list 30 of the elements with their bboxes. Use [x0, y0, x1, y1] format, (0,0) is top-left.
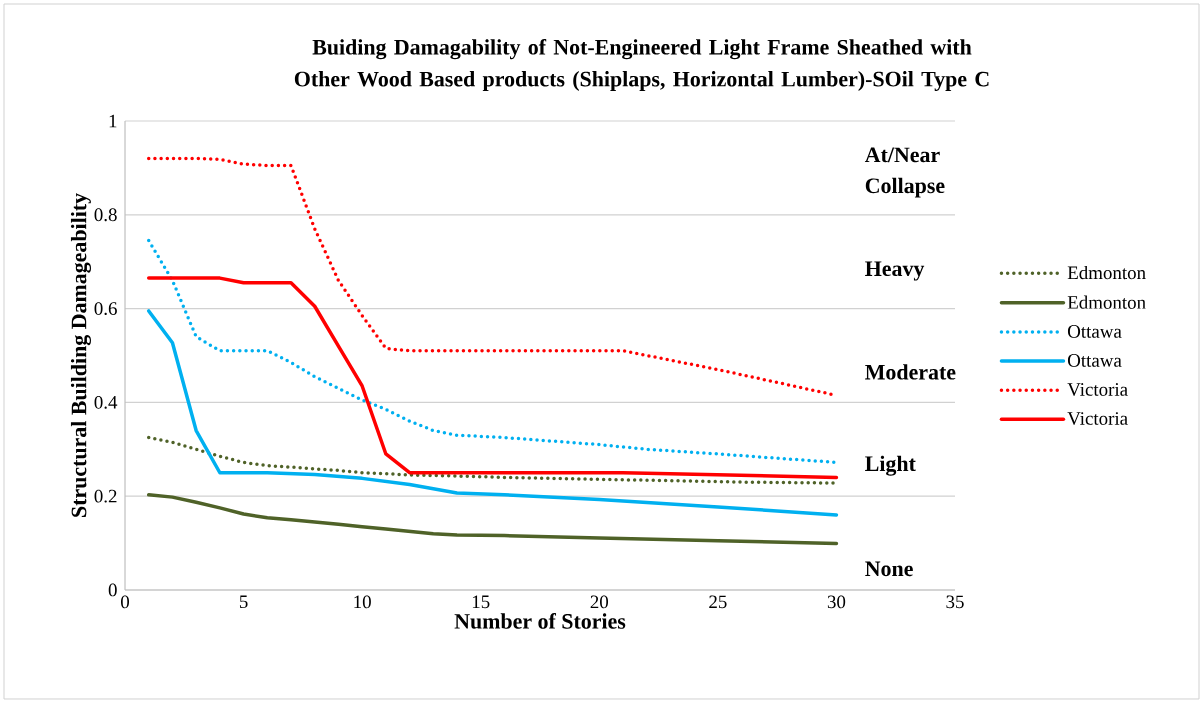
y-tick-label: 1 — [109, 114, 117, 128]
line-series — [146, 309, 839, 517]
annotation: Heavy — [865, 261, 925, 281]
y-axis-title: Structural Building Damageability — [70, 193, 91, 517]
x-tick-label: 30 — [827, 595, 846, 609]
legend-label: Victoria — [1067, 383, 1128, 396]
y-tick-label: 0 — [108, 583, 117, 597]
annotation: At/Near Collapse — [864, 147, 945, 198]
x-tick-label: 0 — [121, 595, 130, 609]
annotation: Moderate — [865, 364, 956, 380]
legend-label: Edmonton — [1067, 265, 1146, 280]
x-tick-label: 5 — [239, 595, 248, 609]
legend-label: Ottawa — [1067, 354, 1122, 367]
y-tick-label: 0.4 — [94, 395, 118, 409]
y-tick-label: 0.2 — [94, 489, 117, 503]
legend-label: Ottawa — [1067, 325, 1122, 338]
line-series — [146, 276, 839, 480]
x-tick-label: 15 — [472, 595, 490, 609]
legend-label: Edmonton — [1067, 295, 1146, 309]
y-tick-label: 0.8 — [94, 208, 117, 222]
x-tick-label: 35 — [946, 595, 964, 609]
x-axis-title: Number of Stories — [454, 613, 626, 629]
x-tick-label: 20 — [590, 595, 609, 609]
legend-label: Victoria — [1067, 412, 1128, 425]
annotation: None — [865, 561, 913, 577]
x-tick-label: 10 — [354, 595, 371, 609]
y-tick-label: 0.6 — [94, 302, 117, 316]
annotation: Light — [865, 455, 916, 476]
x-tick-label: 25 — [709, 595, 727, 609]
chart-title: Buiding Damagability of Not-Engineered Light Frame Sheathed with Other Wood Based products (Shiplaps, Horizontal Lumber)-SOil Type C — [294, 38, 989, 92]
